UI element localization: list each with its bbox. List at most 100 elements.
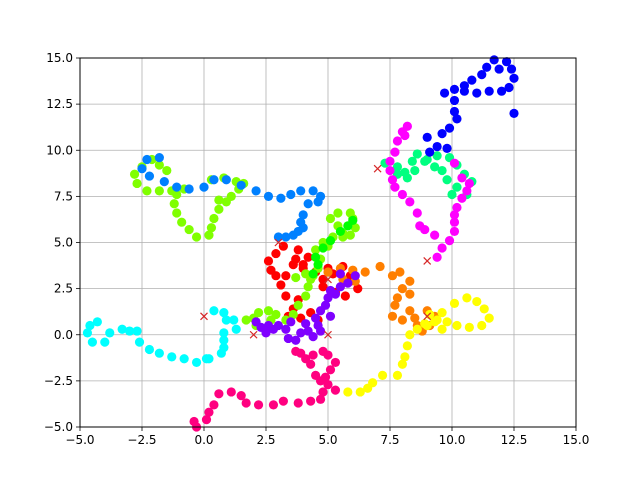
- data-point: [410, 165, 420, 176]
- data-point: [397, 359, 407, 369]
- series-5: [129, 154, 249, 242]
- data-point: [172, 208, 182, 218]
- data-point: [315, 326, 326, 336]
- data-point: [199, 182, 209, 192]
- data-point: [442, 143, 452, 154]
- data-point: [296, 186, 306, 196]
- data-point: [420, 156, 430, 166]
- y-axis-ticks: −5.0 −2.5 0.0 2.5 5.0 7.5 10.0 12.5 15.0: [44, 51, 80, 434]
- data-point: [132, 178, 142, 189]
- data-point: [209, 306, 219, 316]
- data-point: [293, 300, 303, 310]
- data-point: [236, 391, 246, 401]
- data-point: [432, 252, 442, 262]
- y-tick-label: −5.0: [44, 420, 73, 434]
- data-point: [462, 293, 472, 303]
- series-10: [251, 269, 360, 345]
- data-point: [412, 149, 422, 159]
- data-point: [405, 330, 415, 340]
- data-point: [501, 57, 512, 67]
- series-9: [422, 55, 519, 157]
- data-point: [298, 210, 308, 220]
- data-point: [159, 177, 169, 187]
- cross-marker: [423, 312, 432, 321]
- data-point: [315, 376, 326, 386]
- data-point: [281, 291, 291, 301]
- data-point: [291, 254, 301, 264]
- y-tick-label: 5.0: [54, 236, 73, 250]
- data-point: [293, 398, 303, 408]
- data-point: [325, 213, 336, 224]
- data-point: [318, 387, 328, 397]
- data-point: [308, 186, 318, 196]
- data-point: [105, 328, 115, 338]
- data-point: [402, 173, 412, 183]
- data-point: [281, 324, 291, 334]
- data-point: [311, 252, 321, 262]
- x-tick-label: 5.0: [318, 433, 337, 447]
- data-point: [452, 320, 462, 331]
- data-point: [472, 88, 482, 98]
- data-point: [214, 195, 224, 205]
- data-point: [425, 147, 435, 157]
- data-point: [437, 129, 447, 139]
- y-tick-label: 0.0: [54, 328, 73, 342]
- data-point: [278, 396, 288, 406]
- data-point: [452, 202, 462, 213]
- data-point: [144, 344, 155, 355]
- data-point: [281, 232, 291, 242]
- data-point: [405, 306, 415, 316]
- data-point: [276, 280, 286, 290]
- data-point: [360, 267, 370, 277]
- data-point: [509, 108, 519, 118]
- data-point: [392, 293, 403, 303]
- data-point: [444, 236, 455, 246]
- data-point: [330, 385, 341, 395]
- x-tick-label: 12.5: [501, 433, 528, 447]
- data-point: [315, 394, 326, 404]
- data-point: [464, 322, 474, 332]
- data-point: [278, 241, 288, 251]
- data-point: [343, 387, 353, 397]
- data-point: [318, 282, 328, 292]
- data-point: [204, 230, 214, 240]
- data-point: [313, 260, 323, 270]
- data-point: [214, 389, 224, 399]
- series-7: [82, 306, 241, 368]
- data-point: [412, 208, 422, 218]
- data-point: [422, 132, 432, 142]
- series-layer: [82, 55, 519, 432]
- data-point: [311, 245, 321, 255]
- data-point: [296, 328, 306, 338]
- data-point: [263, 191, 274, 201]
- data-point: [509, 73, 519, 83]
- data-point: [201, 415, 212, 425]
- series-8: [137, 153, 326, 242]
- data-point: [437, 324, 447, 334]
- y-tick-label: 12.5: [46, 97, 73, 111]
- cross-marker: [324, 330, 332, 339]
- data-point: [318, 346, 328, 356]
- data-point: [400, 130, 410, 141]
- data-point: [462, 186, 472, 196]
- data-point: [484, 313, 494, 323]
- data-point: [301, 291, 311, 301]
- data-point: [363, 383, 373, 393]
- data-point: [291, 272, 301, 283]
- data-point: [323, 267, 333, 277]
- data-point: [432, 141, 442, 152]
- data-point: [142, 186, 152, 196]
- x-tick-label: 15.0: [563, 433, 590, 447]
- data-point: [266, 265, 276, 275]
- data-point: [271, 248, 281, 259]
- data-point: [397, 315, 407, 325]
- data-point: [154, 153, 164, 163]
- data-point: [241, 398, 251, 408]
- data-point: [134, 337, 145, 347]
- data-point: [177, 217, 187, 227]
- data-point: [303, 282, 313, 292]
- data-point: [219, 328, 229, 338]
- data-point: [241, 315, 251, 325]
- data-point: [167, 352, 177, 362]
